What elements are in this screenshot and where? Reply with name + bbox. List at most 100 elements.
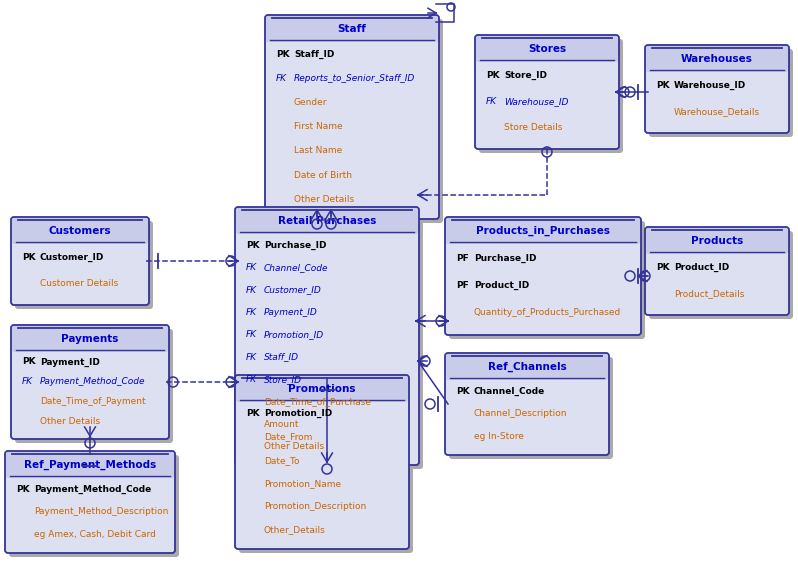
Text: Other Details: Other Details (40, 417, 100, 426)
FancyBboxPatch shape (446, 354, 608, 380)
FancyBboxPatch shape (449, 221, 645, 339)
FancyBboxPatch shape (645, 227, 789, 315)
FancyBboxPatch shape (6, 452, 174, 478)
Text: FK: FK (246, 285, 257, 294)
Text: Payment_Method_Code: Payment_Method_Code (40, 377, 145, 386)
Text: Date_Time_of_Payment: Date_Time_of_Payment (40, 398, 145, 407)
Text: FK: FK (246, 352, 257, 362)
Text: Warehouse_ID: Warehouse_ID (674, 81, 746, 90)
Text: FK: FK (246, 375, 257, 384)
Text: Staff: Staff (338, 24, 366, 34)
FancyBboxPatch shape (475, 35, 619, 149)
FancyBboxPatch shape (12, 326, 168, 352)
Text: Store_ID: Store_ID (504, 71, 547, 80)
FancyBboxPatch shape (235, 375, 409, 549)
Text: Other Details: Other Details (264, 442, 324, 451)
FancyBboxPatch shape (449, 357, 613, 459)
Text: Payment_Method_Code: Payment_Method_Code (34, 485, 152, 494)
Text: Ref_Channels: Ref_Channels (488, 362, 567, 372)
FancyBboxPatch shape (266, 16, 438, 42)
Text: Other_Details: Other_Details (264, 525, 326, 534)
FancyBboxPatch shape (649, 231, 793, 319)
Text: Customer_ID: Customer_ID (40, 253, 105, 262)
Text: Reports_to_Senior_Staff_ID: Reports_to_Senior_Staff_ID (294, 74, 415, 83)
FancyBboxPatch shape (649, 49, 793, 137)
Text: Date of Birth: Date of Birth (294, 170, 352, 179)
FancyBboxPatch shape (235, 207, 419, 465)
FancyBboxPatch shape (11, 325, 169, 439)
Text: Product_Details: Product_Details (674, 289, 745, 298)
Text: PK: PK (486, 71, 500, 80)
Text: Retail Purchases: Retail Purchases (278, 216, 376, 226)
FancyBboxPatch shape (265, 15, 439, 219)
Text: Date_To: Date_To (264, 456, 299, 465)
Text: Payment_ID: Payment_ID (40, 358, 100, 367)
Text: Promotion_Name: Promotion_Name (264, 479, 341, 488)
Text: PK: PK (276, 50, 290, 59)
Text: Ref_Payment_Methods: Ref_Payment_Methods (24, 460, 156, 470)
Text: Date_Time_of_Purchase: Date_Time_of_Purchase (264, 397, 371, 406)
Text: Staff_ID: Staff_ID (294, 50, 334, 59)
Text: PF: PF (456, 254, 468, 263)
Text: Warehouse_ID: Warehouse_ID (504, 97, 568, 106)
Text: Amount: Amount (264, 420, 299, 429)
Text: PK: PK (246, 241, 259, 250)
Text: Payments: Payments (61, 334, 119, 344)
FancyBboxPatch shape (646, 228, 788, 254)
FancyBboxPatch shape (445, 353, 609, 455)
FancyBboxPatch shape (5, 451, 175, 553)
Text: FK: FK (276, 74, 287, 83)
Text: PK: PK (246, 409, 259, 418)
Text: Warehouses: Warehouses (681, 54, 753, 64)
FancyBboxPatch shape (269, 19, 443, 223)
FancyBboxPatch shape (15, 329, 173, 443)
Text: PF: PF (456, 281, 468, 290)
Text: PK: PK (456, 387, 470, 396)
FancyBboxPatch shape (479, 39, 623, 153)
Text: Customer_ID: Customer_ID (264, 285, 322, 294)
Text: Warehouse_Details: Warehouse_Details (674, 107, 760, 116)
Text: eg Amex, Cash, Debit Card: eg Amex, Cash, Debit Card (34, 530, 156, 539)
Text: Other Details: Other Details (294, 195, 354, 204)
Text: FK: FK (246, 263, 257, 272)
Text: Quantity_of_Products_Purchased: Quantity_of_Products_Purchased (474, 309, 622, 318)
Text: Store_ID: Store_ID (264, 375, 302, 384)
FancyBboxPatch shape (236, 376, 408, 402)
FancyBboxPatch shape (236, 208, 418, 234)
Text: FK: FK (486, 97, 497, 106)
Text: Promotions: Promotions (288, 384, 356, 394)
Text: PK: PK (22, 253, 36, 262)
Text: Products_in_Purchases: Products_in_Purchases (476, 226, 610, 236)
Text: Store Details: Store Details (504, 124, 563, 132)
Text: Products: Products (691, 236, 743, 246)
Text: Payment_ID: Payment_ID (264, 308, 318, 317)
Text: FK: FK (246, 330, 257, 339)
Text: Stores: Stores (528, 44, 566, 54)
Text: Product_ID: Product_ID (674, 263, 729, 272)
Text: Purchase_ID: Purchase_ID (474, 254, 536, 263)
Text: Promotion_ID: Promotion_ID (264, 330, 324, 339)
FancyBboxPatch shape (11, 217, 149, 305)
FancyBboxPatch shape (9, 455, 179, 557)
Text: Date_From: Date_From (264, 433, 312, 442)
Text: Channel_Code: Channel_Code (264, 263, 329, 272)
FancyBboxPatch shape (645, 45, 789, 133)
Text: FK: FK (22, 377, 33, 386)
Text: Payment_Method_Description: Payment_Method_Description (34, 508, 168, 517)
Text: Product_ID: Product_ID (474, 281, 529, 290)
FancyBboxPatch shape (15, 221, 153, 309)
Text: Customers: Customers (49, 226, 111, 236)
Text: Purchase_ID: Purchase_ID (264, 241, 326, 250)
Text: eg In-Store: eg In-Store (474, 432, 523, 441)
Text: PK: PK (656, 263, 670, 272)
Text: FK: FK (246, 308, 257, 317)
FancyBboxPatch shape (239, 211, 423, 469)
Text: Promotion_ID: Promotion_ID (264, 409, 332, 418)
FancyBboxPatch shape (646, 46, 788, 72)
FancyBboxPatch shape (476, 36, 618, 62)
Text: Last Name: Last Name (294, 147, 342, 156)
Text: Gender: Gender (294, 98, 327, 107)
FancyBboxPatch shape (445, 217, 641, 335)
Text: PK: PK (16, 485, 30, 494)
FancyBboxPatch shape (446, 218, 640, 244)
